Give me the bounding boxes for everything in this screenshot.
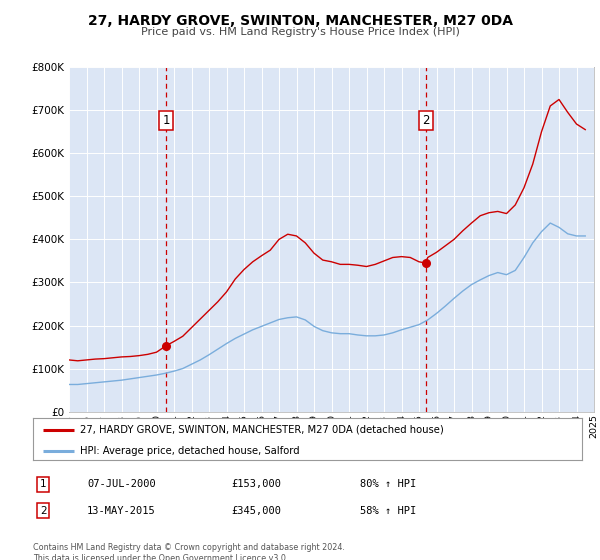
- Text: 58% ↑ HPI: 58% ↑ HPI: [360, 506, 416, 516]
- Text: HPI: Average price, detached house, Salford: HPI: Average price, detached house, Salf…: [80, 446, 299, 456]
- Text: 80% ↑ HPI: 80% ↑ HPI: [360, 479, 416, 489]
- Text: 2: 2: [422, 114, 430, 127]
- Text: Price paid vs. HM Land Registry's House Price Index (HPI): Price paid vs. HM Land Registry's House …: [140, 27, 460, 37]
- Text: 13-MAY-2015: 13-MAY-2015: [87, 506, 156, 516]
- Text: 07-JUL-2000: 07-JUL-2000: [87, 479, 156, 489]
- Text: 27, HARDY GROVE, SWINTON, MANCHESTER, M27 0DA (detached house): 27, HARDY GROVE, SWINTON, MANCHESTER, M2…: [80, 424, 443, 435]
- Text: £345,000: £345,000: [231, 506, 281, 516]
- Text: 1: 1: [40, 479, 47, 489]
- Text: 1: 1: [163, 114, 170, 127]
- Text: £153,000: £153,000: [231, 479, 281, 489]
- Text: 27, HARDY GROVE, SWINTON, MANCHESTER, M27 0DA: 27, HARDY GROVE, SWINTON, MANCHESTER, M2…: [88, 14, 512, 28]
- Text: Contains HM Land Registry data © Crown copyright and database right 2024.
This d: Contains HM Land Registry data © Crown c…: [33, 543, 345, 560]
- Text: 2: 2: [40, 506, 47, 516]
